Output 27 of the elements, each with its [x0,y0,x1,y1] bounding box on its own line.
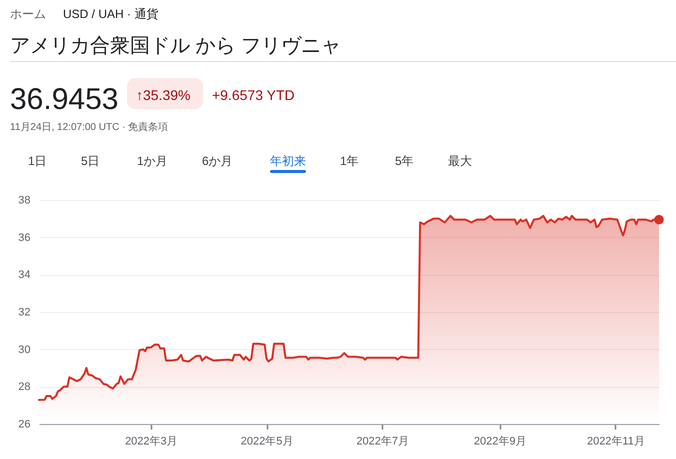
text: 最大 [448,154,472,168]
y-tick-label: 26 [18,418,30,430]
text: 6か月 [202,154,233,168]
text: USD / UAH · 通貨 [63,7,158,21]
text: ホーム [10,7,46,21]
text: 5日 [81,154,100,168]
text: 年初来 [270,154,306,168]
text: 36.9453 [10,83,118,116]
text: 1か月 [137,154,168,168]
x-tick-label: 2022年5月 [240,436,294,448]
x-tick-label: 2022年11月 [586,436,645,448]
x-tick-label: 2022年9月 [474,436,527,448]
y-tick-label: 28 [18,381,30,394]
text: ↑35.39% [136,87,190,103]
x-tick-label: 2022年3月 [125,436,178,448]
y-tick-label: 32 [18,306,30,318]
y-tick-label: 30 [18,344,30,356]
x-tick-label: 2022年7月 [356,436,409,448]
y-tick-label: 38 [18,194,30,206]
text: 11月24日, 12:07:00 UTC · 免責条項 [10,121,168,133]
chart-title: アメリカ合衆国ドル から フリヴニャ [10,35,342,57]
y-tick-label: 34 [18,269,30,282]
y-tick-label: 36 [18,232,30,244]
text: 1年 [340,154,359,168]
text: +9.6573 YTD [212,87,295,103]
text: 1日 [28,154,47,168]
text: 5年 [395,154,414,168]
